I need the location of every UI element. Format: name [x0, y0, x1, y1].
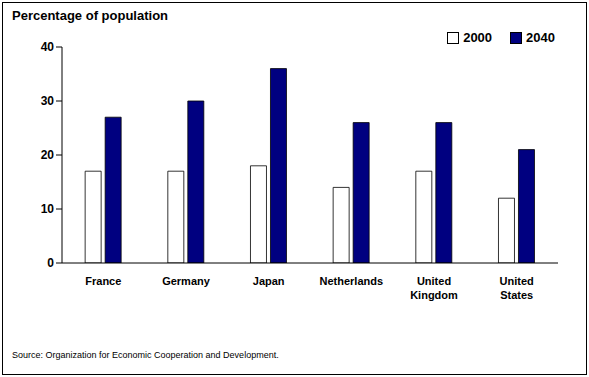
html-text:Percentage of population: Percentage of population — [12, 8, 168, 23]
svg-text:UnitedKingdom: UnitedKingdom — [410, 275, 458, 301]
svg-text:40: 40 — [41, 40, 55, 54]
svg-text:10: 10 — [41, 202, 55, 216]
svg-text:Germany: Germany — [162, 275, 211, 287]
svg-text:20: 20 — [41, 148, 55, 162]
svg-text:UnitedStates: UnitedStates — [500, 275, 534, 301]
svg-text:Netherlands: Netherlands — [320, 275, 384, 287]
svg-text:30: 30 — [41, 94, 55, 108]
html-text:2040: 2040 — [526, 30, 555, 45]
html-text:2000: 2000 — [463, 30, 493, 45]
svg-text:France: France — [85, 275, 121, 287]
html-text:Source: Organization for Econo: Source: Organization for Economic Cooper… — [12, 350, 279, 360]
svg-text:Japan: Japan — [253, 275, 285, 287]
svg-text:0: 0 — [47, 256, 54, 270]
